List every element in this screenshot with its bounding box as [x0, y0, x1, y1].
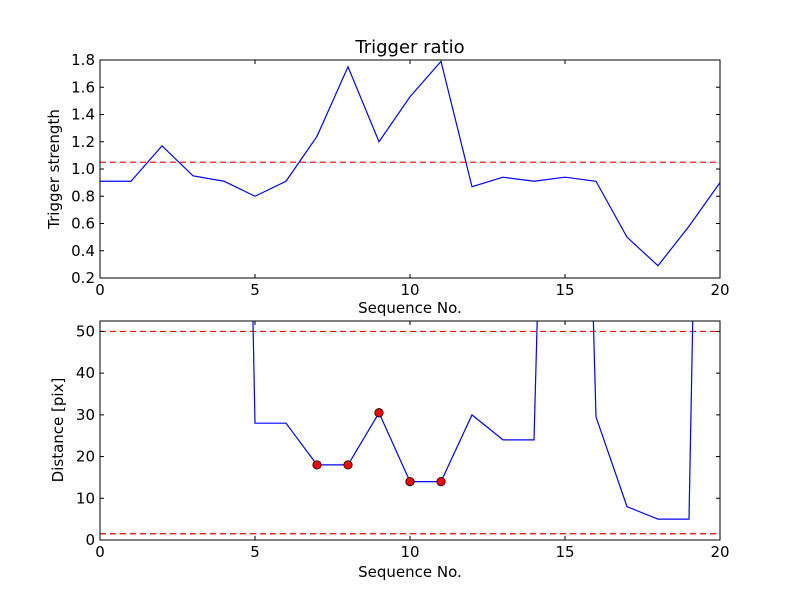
x-tick-label: 0 — [95, 543, 105, 561]
x-tick-label: 10 — [400, 281, 419, 299]
series-line — [100, 60, 720, 267]
y-tick-label: 1.6 — [71, 78, 95, 96]
data-point-marker — [436, 476, 446, 487]
data-point-marker — [405, 476, 415, 487]
data-point-marker — [343, 460, 353, 470]
x-tick-label: 20 — [710, 281, 729, 299]
y-axis-label: Trigger strength — [45, 109, 63, 230]
series-line — [252, 321, 694, 520]
x-tick-label: 10 — [400, 543, 419, 561]
y-tick-label: 50 — [76, 322, 95, 340]
x-axis-label: Sequence No. — [358, 299, 462, 317]
x-axis-label: Sequence No. — [358, 563, 462, 581]
x-tick-label: 0 — [95, 281, 105, 299]
y-tick-label: 20 — [76, 448, 95, 466]
data-point-marker — [374, 408, 384, 418]
y-tick-label: 0.4 — [71, 242, 95, 260]
y-axis-label: Distance [pix] — [49, 378, 67, 483]
y-tick-label: 0.2 — [71, 269, 95, 287]
y-tick-label: 10 — [76, 489, 95, 507]
trigger-ratio-chart: Trigger ratio Sequence No. Trigger stren… — [45, 37, 730, 317]
x-tick-label: 5 — [250, 543, 260, 561]
y-tick-label: 1.2 — [71, 133, 95, 151]
plot-area — [100, 60, 720, 267]
y-tick-label: 40 — [76, 364, 95, 382]
distance-chart: Sequence No. Distance [pix] 0 5 10 15 20 0 10 2… — [49, 320, 730, 581]
y-tick-label: 0.8 — [71, 187, 95, 205]
x-tick-label: 20 — [710, 543, 729, 561]
chart-title: Trigger ratio — [354, 37, 464, 58]
y-tick-label: 1.8 — [71, 51, 95, 69]
x-tick-label: 15 — [555, 543, 574, 561]
data-point-marker — [312, 460, 322, 470]
y-tick-label: 0 — [85, 531, 95, 549]
y-tick-label: 0.6 — [71, 215, 95, 233]
x-tick-label: 15 — [555, 281, 574, 299]
y-tick-label: 1.4 — [71, 106, 95, 124]
y-tick-label: 1.0 — [71, 160, 95, 178]
x-tick-label: 5 — [250, 281, 260, 299]
y-tick-label: 30 — [76, 406, 95, 424]
plot-area — [100, 321, 720, 535]
